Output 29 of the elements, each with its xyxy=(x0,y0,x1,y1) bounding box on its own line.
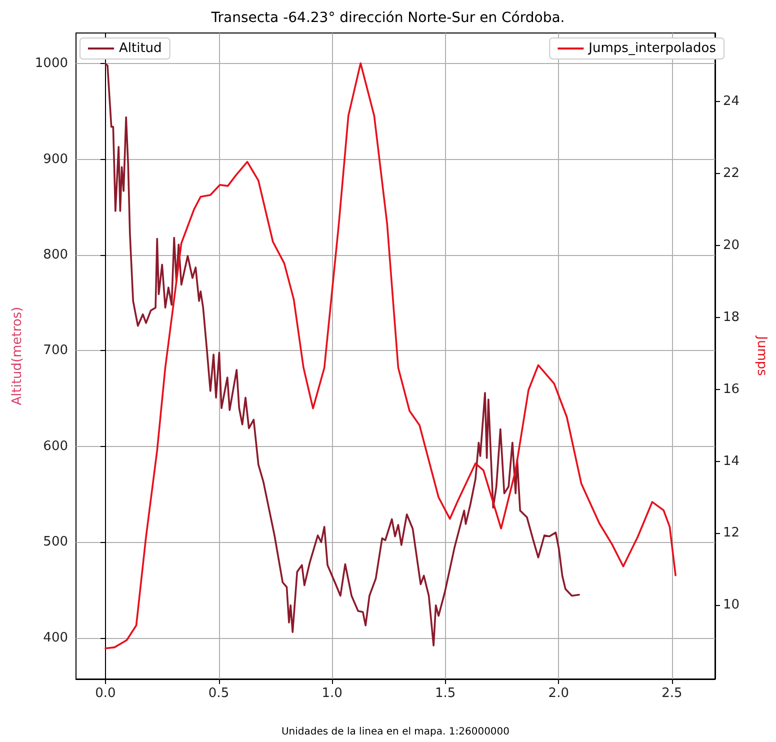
y-tick-label: 400 xyxy=(43,630,68,646)
y2-tick-label: 20 xyxy=(723,238,740,253)
y2-tick-label: 16 xyxy=(723,382,740,397)
line-series xyxy=(104,62,676,650)
x-tick-label: 1.0 xyxy=(322,686,342,701)
y2-tick-label: 24 xyxy=(723,94,740,109)
x-tick-label: 0.5 xyxy=(208,686,230,701)
y-tick-label: 900 xyxy=(43,152,68,167)
chart-title: Transecta -64.23° dirección Norte-Sur en Córdoba. xyxy=(210,10,565,26)
y-tick-label: 700 xyxy=(43,343,68,358)
y-tick-label: 800 xyxy=(43,248,68,263)
x-tick-label: 2.5 xyxy=(662,686,682,701)
y2-tick-label: 10 xyxy=(723,598,740,613)
y2-axis-title: Jumps xyxy=(754,335,769,376)
y2-tick-label: 22 xyxy=(723,166,740,181)
x-tick-label: 0.0 xyxy=(95,686,116,701)
legend-label: Jumps_interpolados xyxy=(588,41,716,56)
y2-tick-label: 12 xyxy=(723,526,740,541)
x-axis-title: Unidades de la linea en el mapa. 1:26000000 xyxy=(281,726,510,738)
x-tick-label: 2.0 xyxy=(548,686,569,701)
y-axis-title: Altitud(metros) xyxy=(10,306,25,406)
y2-tick-label: 14 xyxy=(723,454,740,469)
y-tick-label: 1000 xyxy=(34,56,68,72)
y2-tick-label: 18 xyxy=(723,310,740,325)
line-series xyxy=(104,62,580,646)
y-tick-label: 600 xyxy=(43,438,68,454)
x-tick-label: 1.5 xyxy=(435,686,456,701)
y-tick-label: 500 xyxy=(43,534,68,550)
legend-label: Altitud xyxy=(119,41,162,56)
